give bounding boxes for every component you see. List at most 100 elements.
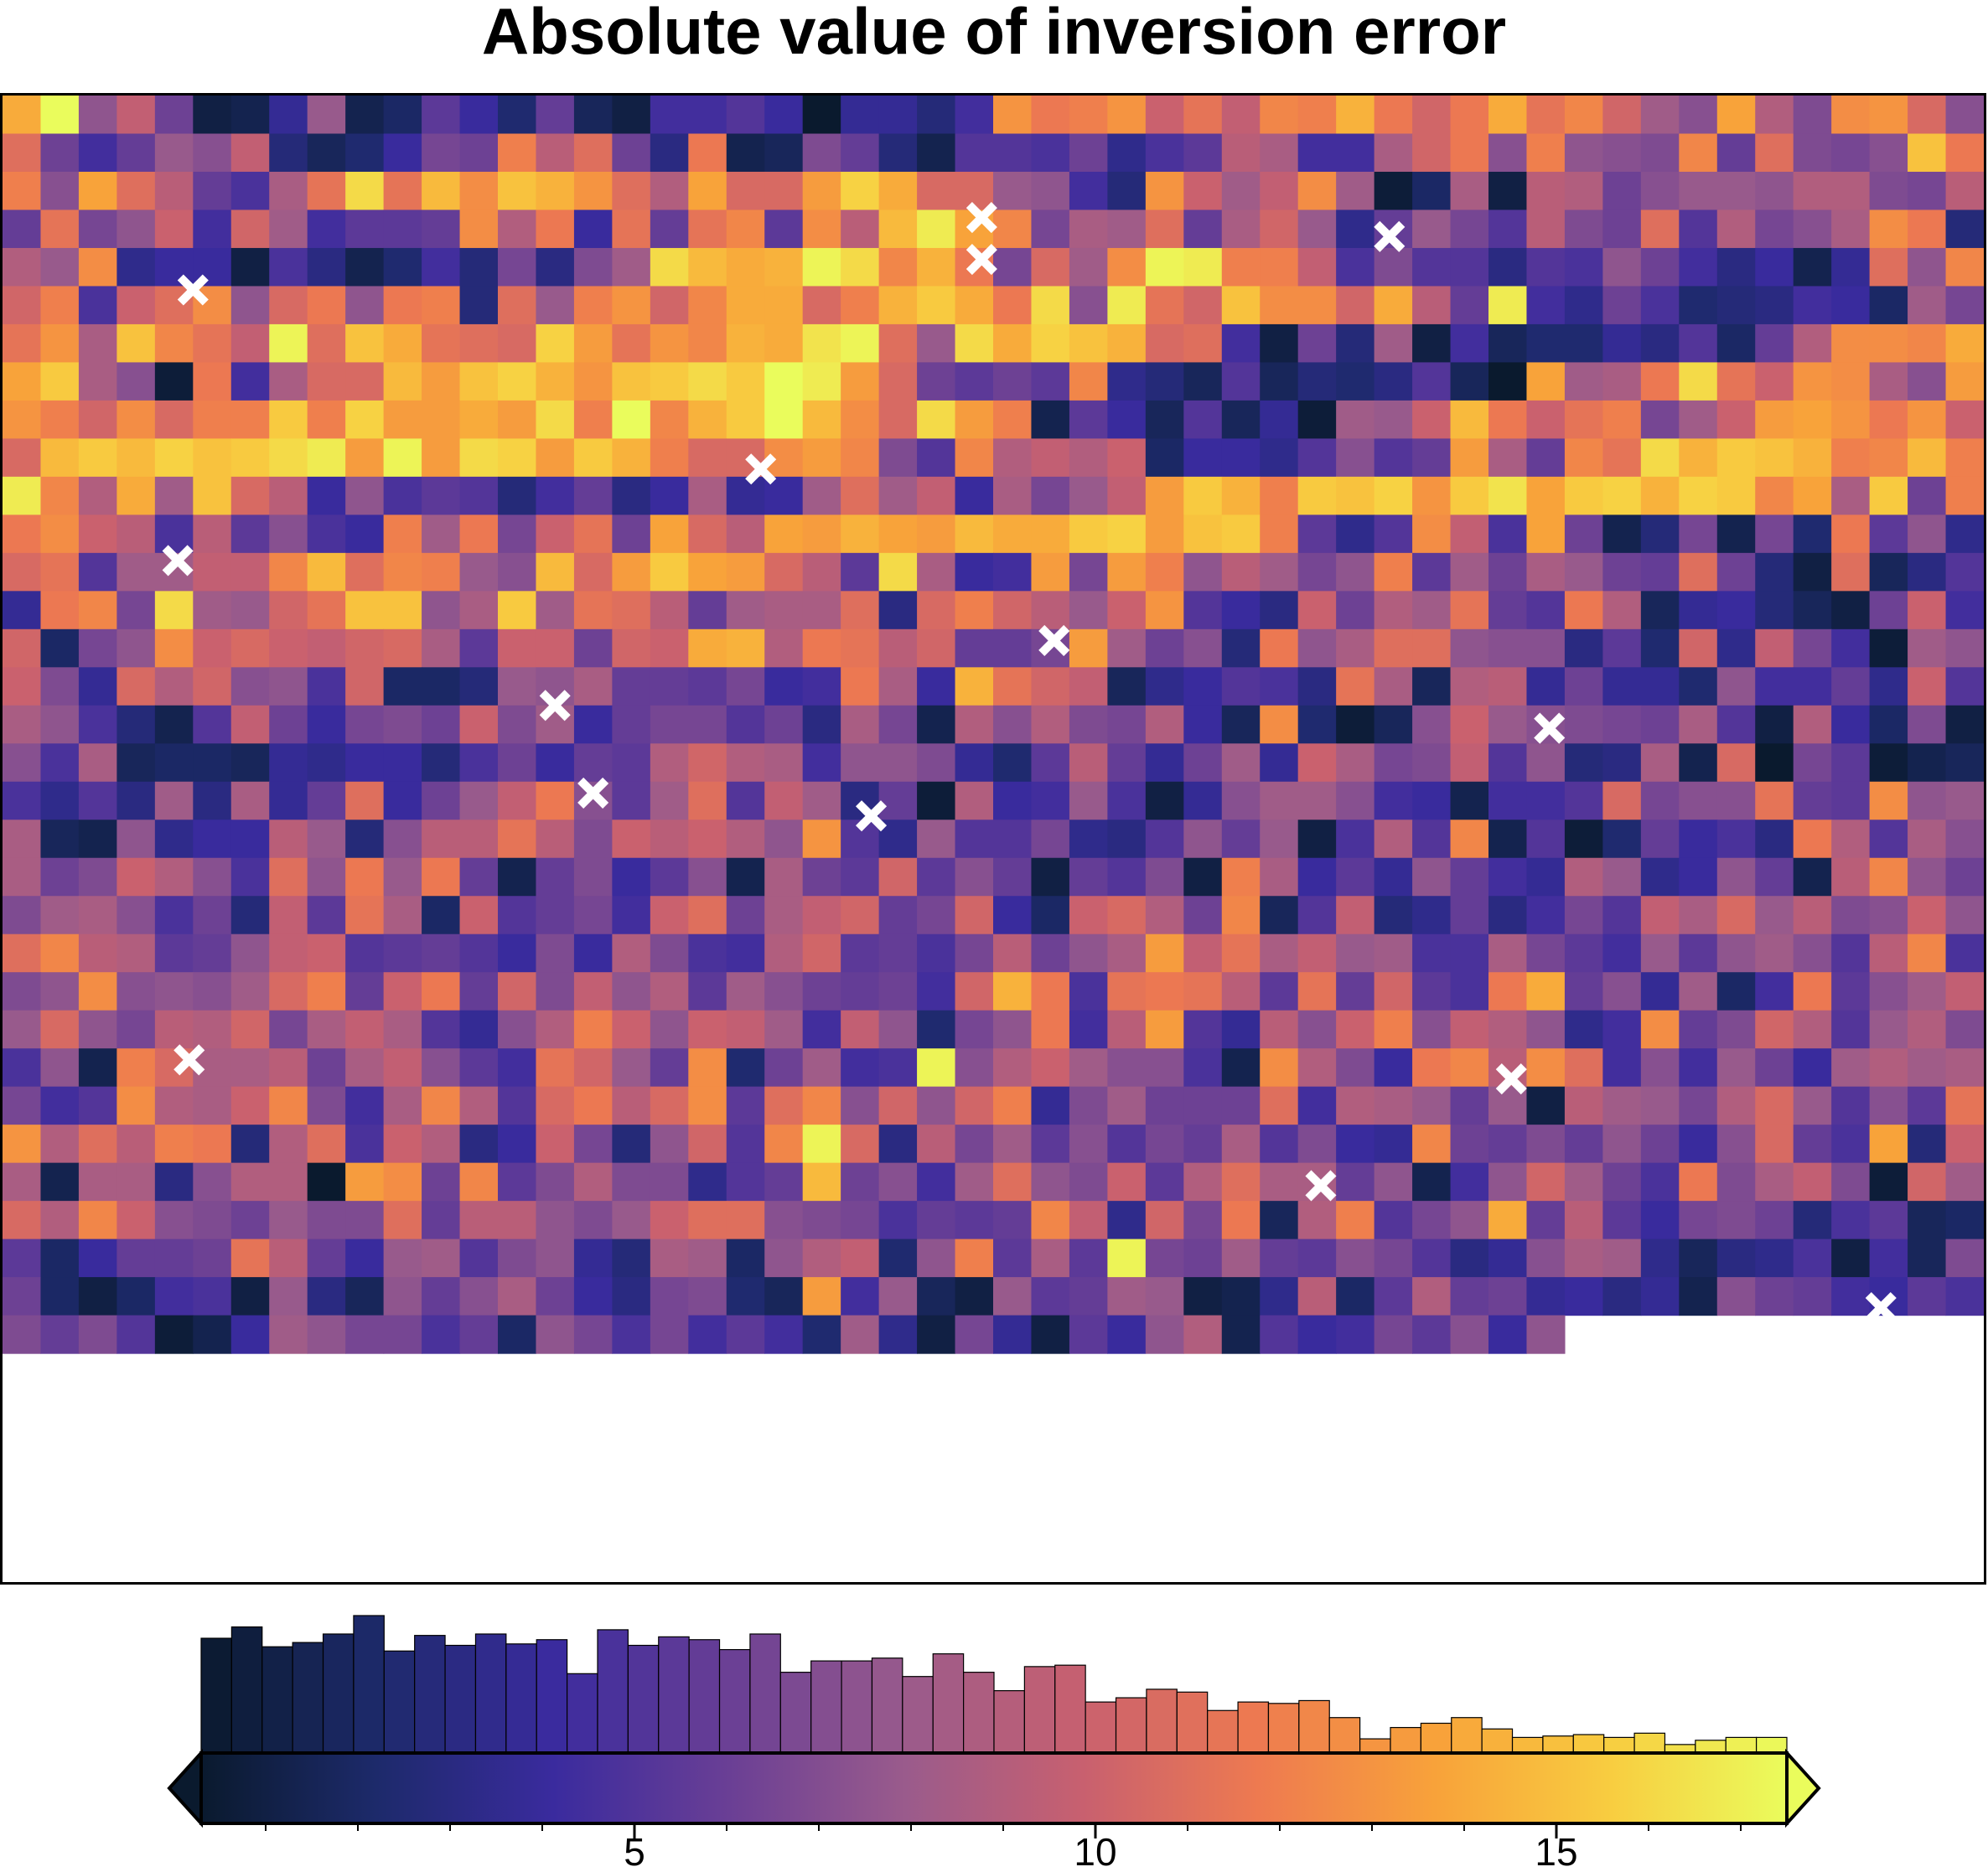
heatmap-cell: [688, 667, 727, 706]
heatmap-cell: [1221, 552, 1261, 592]
heatmap-cell: [1488, 171, 1528, 211]
heatmap-cell: [1374, 896, 1413, 935]
heatmap-cell: [1602, 972, 1642, 1011]
heatmap-cell: [1945, 323, 1985, 364]
heatmap-cell: [1336, 286, 1375, 325]
heatmap-cell: [1755, 171, 1794, 211]
heatmap-cell: [536, 1162, 575, 1202]
heatmap-cell: [1336, 667, 1375, 706]
heatmap-cell: [1679, 133, 1718, 173]
heatmap-cell: [1107, 857, 1147, 897]
heatmap-cell: [1716, 1010, 1756, 1049]
heatmap-cell: [1869, 1201, 1908, 1240]
heatmap-cell: [764, 743, 804, 783]
heatmap-cell: [1221, 857, 1261, 897]
heatmap-cell: [1145, 171, 1184, 211]
heatmap-cell: [802, 1010, 841, 1049]
heatmap-cell: [1260, 857, 1299, 897]
histogram-bar: [1115, 1697, 1147, 1754]
heatmap-cell: [1412, 1010, 1452, 1049]
heatmap-cell: [1450, 857, 1489, 897]
heatmap-cell: [917, 1125, 956, 1164]
heatmap-cell: [993, 247, 1033, 287]
heatmap-cell: [726, 857, 765, 897]
heatmap-cell: [154, 896, 194, 935]
heatmap-cell: [1450, 133, 1489, 173]
heatmap-cell: [269, 286, 308, 325]
heatmap-cell: [1908, 1239, 1947, 1278]
heatmap-cell: [116, 171, 156, 211]
heatmap-cell: [726, 362, 765, 401]
heatmap-cell: [1945, 820, 1985, 859]
heatmap-cell: [1640, 1239, 1680, 1278]
heatmap-cell: [1755, 476, 1794, 515]
heatmap-cell: [1793, 705, 1832, 744]
heatmap-cell: [688, 1239, 727, 1278]
heatmap-cell: [1640, 209, 1680, 249]
heatmap-cell: [1526, 209, 1566, 249]
heatmap-cell: [688, 591, 727, 630]
heatmap-cell: [1260, 247, 1299, 287]
heatmap-cell: [230, 1048, 270, 1088]
heatmap-cell: [1145, 323, 1184, 364]
heatmap-cell: [536, 857, 575, 897]
heatmap-cell: [1221, 476, 1261, 515]
heatmap-cell: [1716, 476, 1756, 515]
heatmap-cell: [1679, 1048, 1718, 1088]
heatmap-cell: [345, 400, 385, 439]
heatmap-cell: [40, 1086, 80, 1125]
heatmap-cell: [878, 438, 918, 478]
heatmap-cell: [955, 972, 994, 1011]
heatmap-cell: [993, 1086, 1033, 1125]
heatmap-cell: [1945, 1162, 1985, 1202]
heatmap-cell: [1183, 667, 1223, 706]
heatmap-cell: [1374, 1277, 1413, 1316]
heatmap-cell: [459, 1201, 499, 1240]
histogram-bar: [1511, 1736, 1544, 1754]
heatmap-cell: [3, 96, 42, 135]
heatmap-cell: [1564, 1010, 1603, 1049]
heatmap-cell: [383, 476, 422, 515]
heatmap-cell: [1716, 896, 1756, 935]
heatmap-cell: [1679, 96, 1718, 135]
histogram-bar: [1542, 1735, 1574, 1754]
heatmap-cell: [612, 667, 651, 706]
heatmap-cell: [498, 820, 537, 859]
heatmap-cell: [40, 96, 80, 135]
heatmap-cell: [993, 933, 1033, 973]
heatmap-cell: [955, 628, 994, 668]
heatmap-cell: [650, 1086, 689, 1125]
heatmap-cell: [78, 438, 117, 478]
heatmap-cell: [536, 476, 575, 515]
heatmap-cell: [1679, 515, 1718, 554]
heatmap-cell: [269, 323, 308, 364]
heatmap-cell: [498, 209, 537, 249]
heatmap-cell: [345, 438, 385, 478]
heatmap-cell: [1488, 1125, 1528, 1164]
heatmap-cell: [1869, 628, 1908, 668]
heatmap-cell: [116, 896, 156, 935]
heatmap-cell: [193, 209, 232, 249]
heatmap-cell: [802, 96, 841, 135]
heatmap-cell: [1336, 1201, 1375, 1240]
heatmap-cell: [269, 247, 308, 287]
heatmap-cells: [3, 96, 1985, 1354]
heatmap-cell: [1069, 743, 1108, 783]
heatmap-cell: [1831, 1010, 1871, 1049]
heatmap-cell: [955, 362, 994, 401]
heatmap-cell: [878, 1125, 918, 1164]
heatmap-cell: [230, 171, 270, 211]
heatmap-cell: [726, 1201, 765, 1240]
heatmap-cell: [269, 1315, 308, 1354]
heatmap-cell: [230, 896, 270, 935]
heatmap-cell: [1069, 1010, 1108, 1049]
heatmap-cell: [422, 438, 461, 478]
histogram-bar: [1298, 1699, 1330, 1754]
heatmap-cell: [1336, 323, 1375, 364]
heatmap-cell: [917, 820, 956, 859]
heatmap-cell: [1755, 743, 1794, 783]
heatmap-cell: [1297, 1277, 1337, 1316]
heatmap-cell: [307, 1201, 346, 1240]
heatmap-cell: [536, 286, 575, 325]
histogram-bar: [230, 1626, 263, 1754]
